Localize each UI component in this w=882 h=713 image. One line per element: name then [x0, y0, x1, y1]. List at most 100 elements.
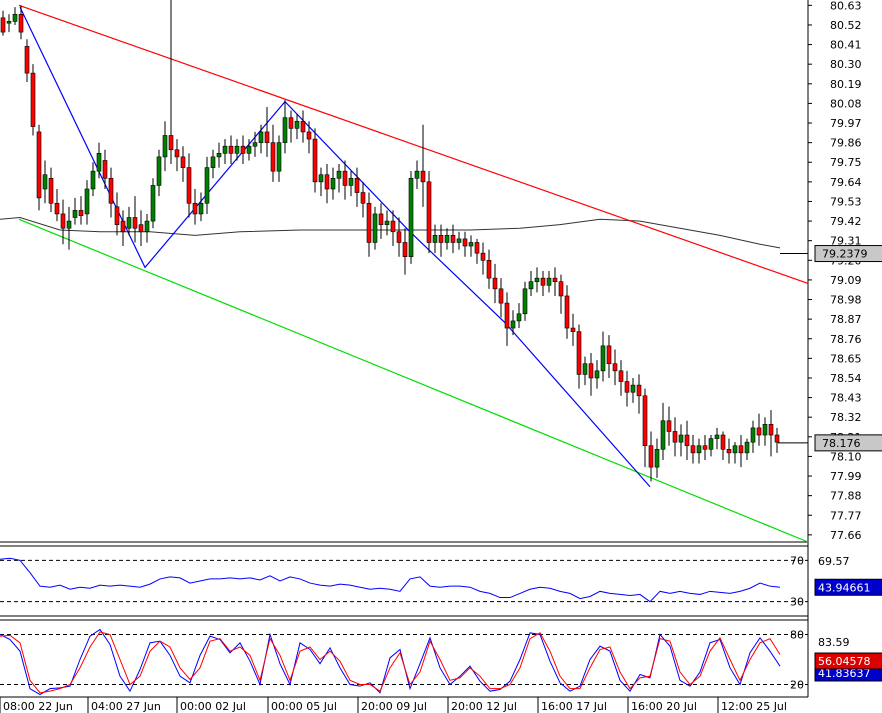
candle-body: [444, 235, 450, 243]
candle-body: [12, 13, 18, 22]
candle-body: [126, 217, 132, 229]
candle-body: [522, 288, 528, 315]
candle-body: [168, 135, 174, 151]
candle-body: [678, 434, 684, 443]
ma-value-label: 79.2379: [822, 248, 868, 261]
candle-body: [546, 277, 552, 286]
x-tick-label: 00:00 05 Jul: [271, 700, 337, 713]
candle-body: [432, 235, 438, 243]
candle-body: [306, 131, 312, 140]
candle-body: [264, 131, 270, 143]
candle-body: [564, 295, 570, 329]
candle-body: [462, 238, 468, 247]
stoch-red-value-box: [814, 652, 882, 670]
candle-body: [36, 131, 42, 199]
stoch-main-line: [0, 631, 781, 694]
candle-body: [336, 170, 342, 179]
y-tick-label: 78.87: [830, 313, 862, 326]
candle-body: [618, 370, 624, 382]
candle-body: [720, 434, 726, 450]
candle-body: [588, 363, 594, 379]
candle-body: [6, 21, 12, 24]
candle-body: [576, 331, 582, 375]
ma-value-box: [814, 245, 882, 263]
candle-body: [108, 177, 114, 204]
candle-body: [42, 174, 48, 190]
candle-body: [672, 431, 678, 443]
candle-body: [210, 156, 216, 168]
candle-body: [198, 202, 204, 215]
candle-body: [438, 235, 444, 243]
candle-body: [372, 213, 378, 243]
candle-body: [24, 46, 30, 74]
candle-body: [342, 170, 348, 186]
candle-body: [252, 142, 258, 147]
rsi-value-box: [814, 578, 882, 596]
candle-body: [630, 384, 636, 393]
candle-body: [762, 424, 768, 436]
candle-body: [72, 210, 78, 218]
candle-body: [582, 363, 588, 375]
candle-body: [282, 117, 288, 143]
candle-body: [378, 213, 384, 225]
stoch-level-label: 80: [790, 629, 804, 642]
stoch-signal-line: [0, 628, 781, 696]
candle-body: [390, 220, 396, 233]
candle-body: [624, 381, 630, 393]
candle-body: [768, 424, 774, 436]
candle-body: [498, 288, 504, 304]
candle-body: [540, 277, 546, 286]
candle-body: [408, 177, 414, 258]
candle-body: [222, 145, 228, 154]
candle-body: [474, 242, 480, 254]
x-tick-label: 20:00 12 Jul: [451, 700, 517, 713]
y-tick-label: 79.75: [830, 156, 862, 169]
candle-body: [276, 142, 282, 172]
candle-body: [114, 206, 120, 225]
rsi-level-label: 30: [790, 596, 804, 609]
candle-body: [18, 13, 24, 33]
candle-body: [300, 120, 306, 133]
candle-body: [642, 395, 648, 447]
candle-body: [708, 438, 714, 450]
candle-body: [234, 145, 240, 154]
x-tick-label: 16:00 20 Jul: [631, 700, 697, 713]
candle-body: [414, 170, 420, 179]
y-tick-label: 78.76: [830, 333, 862, 346]
candle-body: [636, 384, 642, 397]
candle-body: [312, 138, 318, 183]
y-tick-label: 77.88: [830, 490, 862, 503]
x-tick-label: 16:00 17 Jul: [541, 700, 607, 713]
candle-body: [288, 117, 294, 129]
candle-body: [666, 420, 672, 432]
candle-body: [48, 177, 54, 204]
candle-body: [0, 17, 6, 33]
main-panel-bg: [0, 0, 808, 542]
candle-body: [654, 448, 660, 468]
candle-body: [402, 242, 408, 258]
moving-average-line: [0, 217, 781, 249]
candle-body: [330, 177, 336, 190]
candle-body: [132, 217, 138, 229]
stoch-tick-label: 83.59: [818, 636, 850, 649]
candle-body: [66, 220, 72, 229]
candle-body: [180, 156, 186, 168]
candle-body: [480, 252, 486, 261]
y-tick-label: 78.65: [830, 352, 862, 365]
stoch-red-value-label: 56.04578: [818, 655, 871, 668]
candle-body: [510, 320, 516, 329]
candle-body: [138, 224, 144, 233]
price-value-box: [814, 434, 882, 452]
rsi-line: [0, 557, 781, 603]
candle-body: [294, 120, 300, 129]
candle-body: [594, 370, 600, 379]
y-tick-label: 78.98: [830, 294, 862, 307]
candle-body: [696, 445, 702, 454]
candle-body: [660, 420, 666, 450]
candle-body: [384, 220, 390, 225]
candle-body: [528, 281, 534, 290]
candle-body: [270, 142, 276, 172]
candle-body: [102, 160, 108, 179]
